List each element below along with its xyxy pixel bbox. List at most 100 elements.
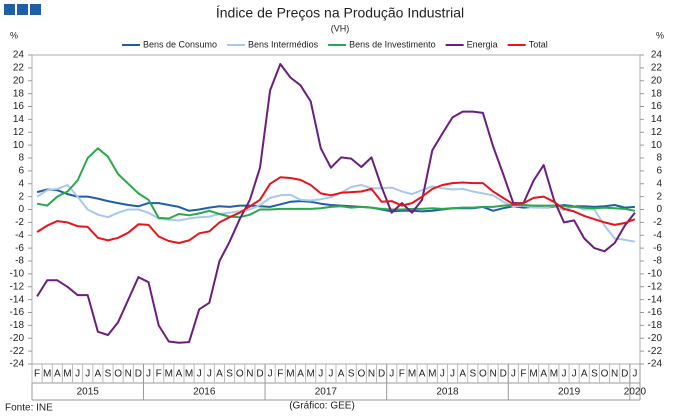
legend-label: Total [529,39,548,49]
y2-tick-label: -20 [648,333,663,344]
x-tick-label: O [601,369,609,380]
x-tick-label: F [34,369,40,380]
x-tick-label: N [246,369,253,380]
x-tick-label: M [550,369,558,380]
y-tick-label: 6 [18,166,24,177]
legend-label: Energia [467,39,498,49]
x-tick-label: M [529,369,537,380]
y-tick-label: -10 [10,269,25,280]
year-label: 2015 [77,387,100,398]
x-tick-label: A [419,369,426,380]
x-tick-label: J [632,369,637,380]
x-tick-label: A [581,369,588,380]
y2-tick-label: -24 [648,359,663,370]
x-tick-label: S [469,369,476,380]
y2-tick-label: 12 [651,127,663,138]
y2-tick-label: -22 [648,346,663,357]
y2-tick-label: -8 [653,256,662,267]
x-tick-label: J [146,369,151,380]
x-tick-label: S [105,369,112,380]
x-tick-label: O [114,369,122,380]
y2-axis-label: % [656,30,664,40]
x-tick-label: J [440,369,445,380]
x-tick-label: A [297,369,304,380]
y2-tick-label: 14 [651,114,663,125]
y2-tick-label: 2 [656,191,662,202]
y-tick-label: -16 [10,307,25,318]
logo-square [30,4,41,15]
x-tick-label: N [489,369,496,380]
series-line [36,147,636,220]
y2-tick-label: -12 [648,281,663,292]
x-tick-label: J [511,369,516,380]
x-tick-label: M [185,369,193,380]
y-tick-label: 4 [18,178,24,189]
x-tick-label: J [450,369,455,380]
x-tick-label: N [125,369,132,380]
x-tick-label: S [591,369,598,380]
x-tick-label: D [135,369,142,380]
y-axis-label: % [10,30,18,40]
x-tick-label: M [165,369,173,380]
x-tick-label: D [621,369,628,380]
x-tick-label: N [368,369,375,380]
y2-tick-label: 0 [656,204,662,215]
x-tick-label: A [216,369,223,380]
y-tick-label: 22 [13,63,25,74]
x-tick-label: M [63,369,71,380]
x-tick-label: O [236,369,244,380]
year-label: 2017 [315,387,338,398]
y-tick-label: -12 [10,281,25,292]
y-tick-label: 10 [13,140,25,151]
plot-frame [31,54,641,365]
legend-label: Bens Intermédios [248,39,319,49]
y2-tick-label: 16 [651,101,663,112]
x-tick-label: M [306,369,314,380]
y2-tick-label: -14 [648,294,663,305]
x-tick-label: J [207,369,212,380]
y-tick-label: 2 [18,191,24,202]
y-tick-label: -2 [15,217,24,228]
chart-subtitle: (VH) [331,23,350,33]
y-tick-label: -6 [15,243,24,254]
x-tick-label: J [562,369,567,380]
y-tick-label: -14 [10,294,25,305]
y-tick-label: 16 [13,101,25,112]
y2-tick-label: 10 [651,140,663,151]
x-tick-label: A [176,369,183,380]
note: (Gráfico: GEE) [289,401,355,412]
y2-tick-label: -18 [648,320,663,331]
y-tick-label: -24 [10,359,25,370]
y2-tick-label: 24 [651,50,663,61]
y2-tick-label: 20 [651,75,663,86]
year-label: 2019 [558,387,581,398]
x-tick-label: D [378,369,385,380]
year-label: 2016 [193,387,216,398]
x-tick-label: J [75,369,80,380]
x-tick-label: D [256,369,263,380]
chart-title: Índice de Preços na Produção Industrial [216,5,464,21]
y-tick-label: 20 [13,75,25,86]
y-tick-label: -8 [15,256,24,267]
legend-label: Bens de Investimento [349,39,436,49]
x-tick-label: F [156,369,162,380]
x-tick-label: A [95,369,102,380]
series-line [36,176,636,244]
y-tick-label: -4 [15,230,24,241]
x-tick-label: M [43,369,51,380]
x-tick-label: F [399,369,405,380]
y2-tick-label: -10 [648,269,663,280]
y2-tick-label: -6 [653,243,662,254]
x-tick-label: O [357,369,365,380]
x-tick-label: F [520,369,526,380]
series-line [36,63,636,344]
x-tick-label: O [479,369,487,380]
x-tick-label: A [338,369,345,380]
y-tick-label: -22 [10,346,25,357]
y-tick-label: -20 [10,333,25,344]
logo-square [4,4,15,15]
x-tick-label: M [428,369,436,380]
y2-tick-label: -16 [648,307,663,318]
x-tick-label: M [286,369,294,380]
